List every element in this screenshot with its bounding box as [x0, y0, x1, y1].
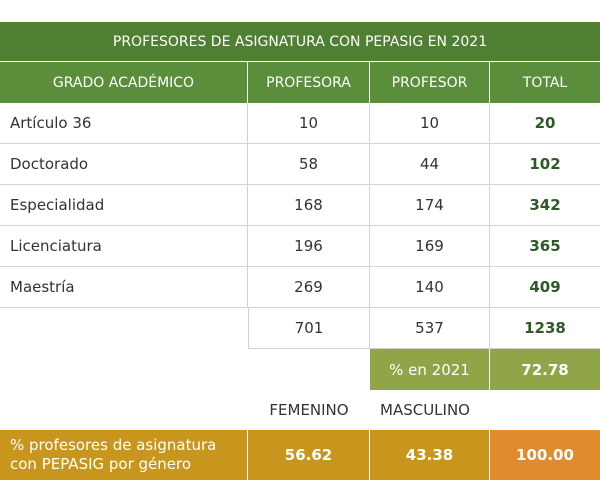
total-value: 537	[370, 308, 490, 349]
percent-value: 72.78	[490, 349, 600, 390]
row-label: Licenciatura	[0, 226, 248, 267]
row-value: 102	[490, 144, 600, 185]
row-label: Maestría	[0, 267, 248, 308]
row-label: Especialidad	[0, 185, 248, 226]
row-label: Artículo 36	[0, 103, 248, 144]
label-line: con PEPASIG por género	[10, 455, 192, 473]
row-value: 196	[248, 226, 370, 267]
row-value: 10	[248, 103, 370, 144]
header-cell: GRADO ACADÉMICO	[0, 62, 248, 103]
header-cell: TOTAL	[490, 62, 600, 103]
row-value: 269	[248, 267, 370, 308]
gender-percent-value: 56.62	[248, 430, 370, 480]
gender-percent-value: 100.00	[490, 430, 600, 480]
row-value: 20	[490, 103, 600, 144]
row-value: 409	[490, 267, 600, 308]
row-label: Doctorado	[0, 144, 248, 185]
percent-label: % en 2021	[370, 349, 490, 390]
row-value: 168	[248, 185, 370, 226]
row-value: 44	[370, 144, 490, 185]
row-value: 140	[370, 267, 490, 308]
row-value: 342	[490, 185, 600, 226]
gender-label: FEMENINO	[269, 401, 349, 419]
gender-label: MASCULINO	[380, 401, 470, 419]
header-cell: PROFESOR	[370, 62, 490, 103]
header-cell: PROFESORA	[248, 62, 370, 103]
row-value: 58	[248, 144, 370, 185]
label-line: % profesores de asignatura	[10, 436, 217, 454]
row-value: 174	[370, 185, 490, 226]
title: PROFESORES DE ASIGNATURA CON PEPASIG EN …	[0, 22, 600, 62]
gender-percent-value: 43.38	[370, 430, 490, 480]
row-value: 10	[370, 103, 490, 144]
row-value: 169	[370, 226, 490, 267]
total-value: 1238	[490, 308, 600, 349]
gender-percent-label: % profesores de asignatura con PEPASIG po…	[0, 430, 248, 480]
row-value: 365	[490, 226, 600, 267]
total-value: 701	[248, 308, 370, 349]
